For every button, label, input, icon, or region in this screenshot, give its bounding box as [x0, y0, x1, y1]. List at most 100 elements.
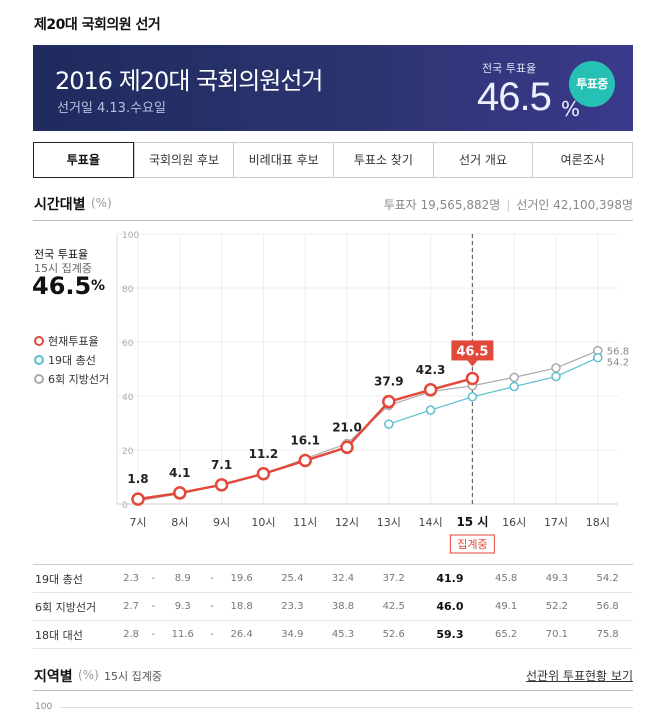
- region-divider: [33, 690, 633, 691]
- end-label: 56.8: [607, 347, 629, 358]
- legend-dot-current: [34, 336, 44, 346]
- x-tick-label: 15 시: [456, 515, 488, 529]
- table-cell: 38.8: [317, 592, 369, 621]
- series-point: [467, 392, 478, 402]
- x-tick-label: 9시: [213, 516, 230, 529]
- table-cell: -: [149, 592, 158, 621]
- legend-item-local6[interactable]: 6회 지방선거: [34, 371, 109, 387]
- data-label: 4.1: [169, 466, 190, 480]
- table-row: 19대 총선 2.3-8.9-19.6 25.4 32.4 37.2 41.9 45.8 49…: [33, 564, 633, 593]
- nec-turnout-link[interactable]: 선관위 투표현황 보기: [526, 669, 633, 683]
- series-point: [465, 371, 480, 386]
- y-tick-label: 100: [122, 231, 139, 241]
- legend-dot-19th: [34, 355, 44, 365]
- tab-polls[interactable]: 여론조사: [532, 143, 633, 177]
- y-tick-label: 0: [122, 501, 128, 511]
- series-point: [214, 478, 229, 492]
- table-cell: 25.4: [266, 564, 318, 593]
- summary-value: 46.5: [32, 272, 92, 300]
- x-tick-label: 17시: [544, 516, 568, 529]
- table-cell: 59.3: [419, 620, 481, 649]
- x-tick-label: 16시: [502, 516, 526, 529]
- x-tick-label: 12시: [335, 516, 359, 529]
- table-cell: 18.8: [216, 592, 267, 621]
- region-section-unit: (%): [78, 668, 99, 682]
- tab-polling-station[interactable]: 투표소 찾기: [333, 143, 433, 177]
- legend-label-local6: 6회 지방선거: [48, 373, 110, 386]
- banner-rate-label: 전국 투표율: [482, 62, 537, 75]
- table-cell: 42.5: [368, 592, 420, 621]
- table-cell: 45.8: [480, 564, 532, 593]
- legend-item-19th[interactable]: 19대 총선: [34, 352, 109, 368]
- banner-rate-unit: %: [561, 97, 581, 121]
- table-cell: 46.0: [419, 592, 481, 621]
- region-gridline: [60, 707, 633, 708]
- table-cell: 54.2: [582, 564, 633, 593]
- data-label: 46.5: [456, 344, 488, 359]
- table-cell: 8.9: [157, 564, 209, 593]
- banner-date: 선거일 4.13.수요일: [57, 101, 166, 116]
- election-banner: 2016 제20대 국회의원선거 선거일 4.13.수요일 전국 투표율 46.…: [33, 45, 633, 131]
- table-cell: 49.3: [531, 564, 583, 593]
- electorate-count: 선거인 42,100,398명: [516, 198, 633, 212]
- data-label: 7.1: [211, 458, 232, 472]
- row-label: 6회 지방선거: [33, 592, 113, 621]
- series-point: [551, 363, 561, 373]
- table-cell: -: [208, 592, 217, 621]
- series-point: [384, 419, 394, 429]
- table-row: 6회 지방선거 2.7-9.3-18.8 23.3 38.8 42.5 46.0 49.1 5…: [33, 592, 633, 621]
- y-tick-label: 40: [122, 393, 134, 403]
- current-marker-box: [449, 534, 495, 554]
- series-point: [509, 372, 519, 383]
- data-label: 37.9: [374, 375, 404, 389]
- voting-status-badge: 투표중: [569, 61, 615, 107]
- tab-bar: 투표율 국회의원 후보 비례대표 후보 투표소 찾기 선거 개요 여론조사: [33, 142, 633, 178]
- divider: [33, 220, 633, 221]
- y-tick-label: 20: [122, 447, 134, 457]
- series-point: [382, 394, 396, 409]
- table-cell: 37.2: [368, 564, 420, 593]
- table-cell: 23.3: [266, 592, 318, 621]
- series-point: [593, 352, 603, 363]
- x-tick-label: 14시: [419, 516, 443, 529]
- data-label: 21.0: [332, 420, 362, 434]
- legend-item-current[interactable]: 현재투표율: [34, 333, 109, 349]
- y-tick-label: 60: [122, 339, 134, 349]
- series-point: [340, 440, 354, 455]
- table-cell: -: [208, 620, 217, 649]
- summary-sub: 15시 집계중: [34, 262, 92, 275]
- series-point: [425, 405, 436, 415]
- region-section-title: 지역별: [34, 669, 73, 685]
- row-label: 18대 대선: [33, 620, 113, 649]
- table-cell: 19.6: [216, 564, 267, 593]
- table-cell: 2.3: [113, 564, 150, 593]
- table-cell: 56.8: [582, 592, 633, 621]
- tab-proportional[interactable]: 비례대표 후보: [233, 143, 334, 177]
- table-cell: 52.6: [368, 620, 420, 649]
- data-label: 42.3: [416, 363, 446, 377]
- legend-dot-local6: [34, 374, 44, 384]
- x-tick-label: 8시: [171, 516, 188, 529]
- table-cell: 34.9: [266, 620, 318, 649]
- section-unit: (%): [91, 196, 112, 210]
- summary-unit: %: [91, 278, 106, 294]
- summary-label: 전국 투표율: [34, 248, 89, 261]
- table-cell: 52.2: [531, 592, 583, 621]
- x-tick-label: 13시: [377, 516, 401, 529]
- current-value-box: [451, 340, 494, 361]
- table-cell: 65.2: [480, 620, 532, 649]
- data-label: 16.1: [290, 434, 320, 448]
- tab-candidates[interactable]: 국회의원 후보: [133, 143, 234, 177]
- table-cell: 26.4: [216, 620, 267, 649]
- table-cell: 75.8: [582, 620, 633, 649]
- x-tick-label: 11시: [293, 516, 317, 529]
- current-value-pointer: [467, 360, 478, 367]
- data-label: 11.2: [249, 447, 279, 461]
- table-cell: -: [208, 564, 217, 593]
- legend-label-19th: 19대 총선: [48, 354, 96, 367]
- current-marker-label: 집계중: [457, 538, 487, 551]
- tab-overview[interactable]: 선거 개요: [432, 143, 533, 177]
- tab-turnout[interactable]: 투표율: [33, 142, 134, 178]
- series-point: [423, 383, 438, 397]
- table-row: 18대 대선 2.8-11.6-26.4 34.9 45.3 52.6 59.3 65.2 7…: [33, 620, 633, 649]
